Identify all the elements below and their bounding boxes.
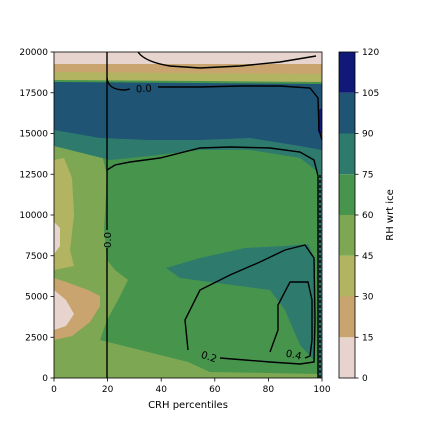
contour-band-30-45-top [54,72,322,82]
colorbar-frame [338,51,356,379]
colorbar-swatch [339,215,355,256]
contour-band-0-15-midleft [54,222,60,254]
contour-label: 0.4 [285,349,303,363]
colorbar-tick-label: 45 [362,252,373,262]
x-tick-label: 100 [313,385,330,395]
colorbar: 0 15 30 45 60 75 90 105 120 [339,48,379,384]
right-edge-strip [318,180,322,378]
y-tick-label: 12500 [19,170,48,180]
x-tick-label: 80 [263,385,275,395]
colorbar-swatch [339,296,355,338]
colorbar-tick-label: 60 [362,211,374,221]
contour-band-75-90-upper [54,130,322,190]
y-tick-label: 2500 [25,333,48,343]
y-tick-label: 7500 [25,252,48,262]
colorbar-tick-label: 90 [362,130,374,140]
contour-line-zero-middle [106,146,319,378]
y-tick-label: 0 [42,374,48,384]
y-tick-label: 20000 [19,48,48,58]
colorbar-swatch [339,92,355,134]
contour-lines [106,52,322,378]
y-axis: 0 2500 5000 7500 10000 12500 15000 17500 20000 [19,48,54,384]
colorbar-tick-label: 120 [362,48,379,58]
x-tick-label: 20 [102,385,114,395]
colorbar-tick-label: 0 [362,374,368,384]
colorbar-tick-label: 15 [362,333,373,343]
contour-line-0.4 [269,281,313,359]
x-tick-label: 40 [155,385,167,395]
contour-band-0-15-top [54,52,322,64]
contour-label: 0.2 [200,350,219,365]
colorbar-swatch [339,133,355,175]
contour-band-0-15-left [54,290,74,330]
contour-label: 0.0 [103,232,114,248]
contour-band-45-60-low [54,340,322,378]
y-tick-label: 5000 [25,293,48,303]
contour-plot [54,52,322,378]
contour-line-zero-top [137,52,317,69]
colorbar-swatch [339,52,355,93]
colorbar-label: RH wrt ice [385,189,396,240]
x-tick-label: 60 [209,385,221,395]
colorbar-swatch [339,174,355,215]
contour-labels: 0.0 0.0 0.2 0.4 [103,83,302,365]
y-tick-label: 15000 [19,130,48,140]
contour-band-90-105 [54,82,322,150]
contour-band-75-90-lower [166,244,315,360]
x-axis: 0 20 40 60 80 100 [51,378,331,395]
x-tick-label: 0 [51,385,57,395]
contour-line-0.2 [184,244,316,365]
colorbar-tick-label: 75 [362,170,373,180]
contour-label: 0.0 [136,83,153,95]
colorbar-swatch [339,337,355,378]
colorbar-tick-label: 105 [362,89,379,99]
y-tick-label: 10000 [19,211,48,221]
colorbar-tick-label: 30 [362,293,374,303]
colorbar-swatch [339,255,355,297]
x-axis-label: CRH percentiles [148,400,228,411]
y-tick-label: 17500 [19,89,48,99]
contour-line-zero-upper [106,77,322,141]
